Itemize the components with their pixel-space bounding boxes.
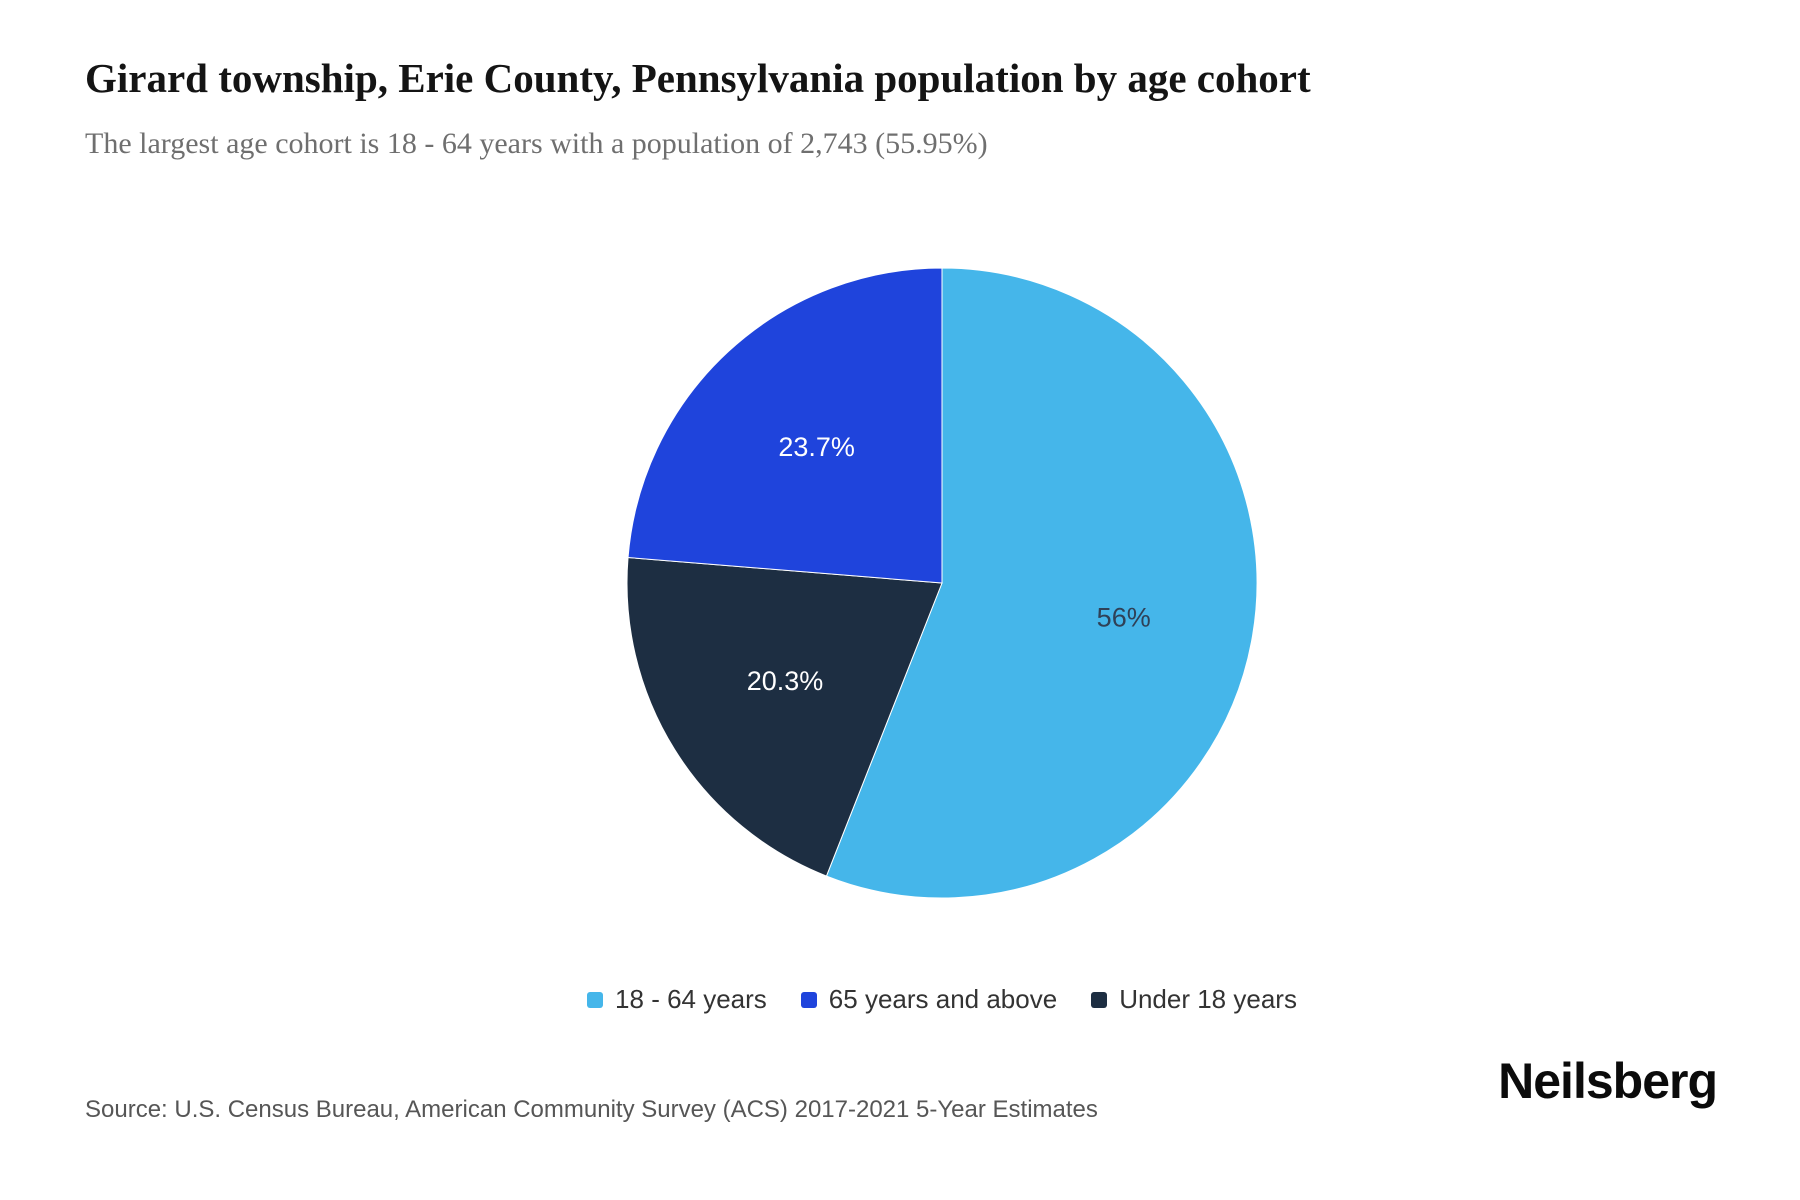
- legend-swatch-65-years-and-above: [800, 991, 817, 1008]
- legend-label-18-64-years: 18 - 64 years: [615, 984, 767, 1014]
- pie-chart: 56%20.3%23.7%: [626, 267, 1258, 899]
- pie-slice-18-64-years[interactable]: [825, 267, 1258, 899]
- neilsberg-logo[interactable]: Neilsberg: [1498, 1053, 1718, 1109]
- pie-slice-under-18-years[interactable]: [626, 556, 943, 877]
- legend-label-65-years-and-above: 65 years and above: [828, 984, 1058, 1014]
- legend-swatch-under-18-years: [1091, 991, 1108, 1008]
- legend-item-18-64-years[interactable]: 18 - 64 years: [587, 984, 767, 1015]
- legend-item-65-years-and-above[interactable]: 65 years and above: [800, 984, 1058, 1015]
- legend: 18 - 64 years 65 years and above Under 18 …: [0, 984, 1800, 1015]
- legend-label-under-18-years: Under 18 years: [1119, 984, 1297, 1014]
- legend-item-under-18-years[interactable]: Under 18 years: [1091, 984, 1297, 1015]
- pie-slice-65-years-and-above[interactable]: [627, 267, 943, 584]
- chart-title: Girard township, Erie County, Pennsylvan…: [85, 55, 1311, 101]
- source-note: Source: U.S. Census Bureau, American Com…: [85, 1096, 1098, 1123]
- legend-swatch-18-64-years: [587, 991, 604, 1008]
- chart-subtitle: The largest age cohort is 18 - 64 years …: [85, 127, 988, 160]
